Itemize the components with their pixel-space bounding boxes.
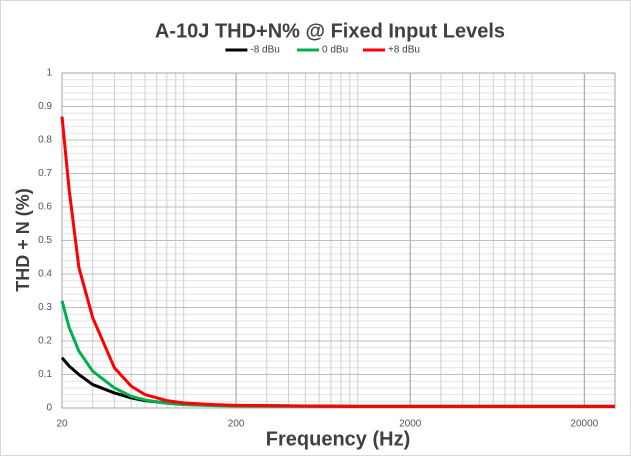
y-tick-label: 0.7	[38, 168, 52, 179]
grid	[61, 72, 615, 409]
chart-title: A-10J THD+N% @ Fixed Input Levels	[155, 20, 505, 42]
x-tick-label: 200	[228, 419, 245, 430]
x-axis-label: Frequency (Hz)	[266, 428, 410, 450]
y-tick-label: 0.6	[38, 202, 52, 213]
y-tick-label: 0.4	[38, 269, 52, 280]
y-tick-label: 1	[46, 68, 52, 79]
y-tick-label: 0.9	[38, 101, 52, 112]
series-line	[60, 116, 615, 408]
y-tick-label: 0.5	[38, 235, 52, 246]
x-tick-label: 2000	[399, 419, 422, 430]
y-tick-label: 0	[46, 403, 52, 414]
legend-label: -8 dBu	[250, 45, 279, 56]
y-tick-label: 0.8	[38, 135, 52, 146]
y-tick-label: 0.2	[38, 336, 52, 347]
y-axis-label: THD + N (%)	[13, 188, 33, 292]
legend-label: 0 dBu	[322, 45, 348, 56]
plot-border	[61, 72, 616, 409]
x-tick-label: 20000	[570, 419, 598, 430]
y-tick-label: 0.3	[38, 302, 52, 313]
x-tick-label: 20	[56, 419, 68, 430]
legend-label: +8 dBu	[388, 45, 420, 56]
y-tick-label: 0.1	[38, 369, 52, 380]
